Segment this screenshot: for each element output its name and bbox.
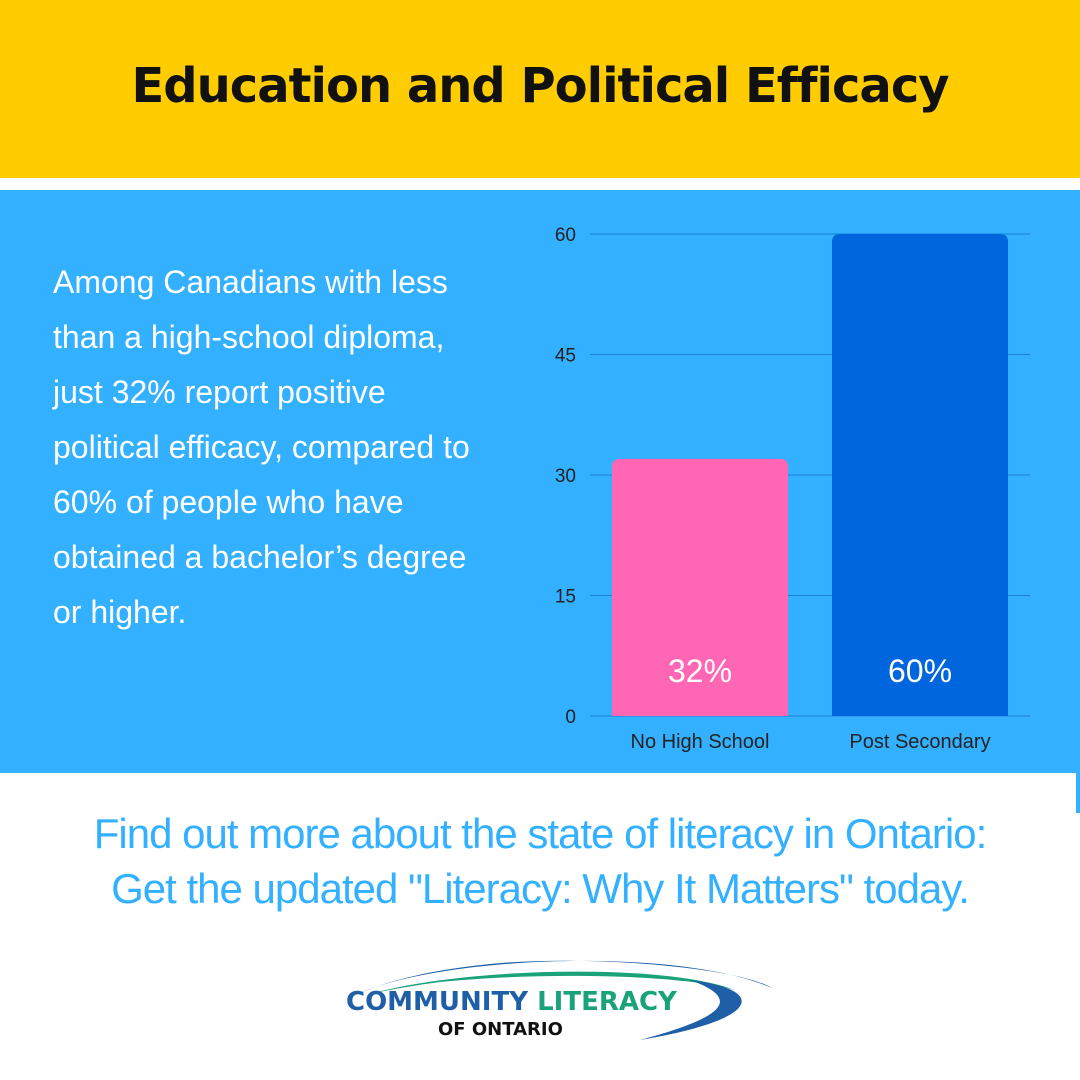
- bar-data-label: 60%: [888, 653, 952, 689]
- y-tick-label: 15: [555, 587, 576, 608]
- summary-line: or higher.: [53, 594, 187, 630]
- x-tick-label: Post Secondary: [849, 731, 990, 753]
- y-tick-label: 60: [555, 225, 576, 246]
- summary-line: obtained a bachelor’s degree: [53, 539, 467, 575]
- logo-subtitle: OF ONTARIO: [438, 1019, 563, 1040]
- cta-line-1: Find out more about the state of literac…: [93, 810, 988, 857]
- summary-line: political efficacy, compared to: [53, 429, 470, 465]
- logo-swoosh-green: [370, 971, 735, 994]
- summary-line: than a high-school diploma,: [53, 319, 445, 355]
- organization-logo: COMMUNITY LITERACY OF ONTARIO: [340, 950, 780, 1050]
- summary-line: just 32% report positive: [53, 374, 386, 410]
- logo-name: COMMUNITY LITERACY: [346, 987, 678, 1017]
- summary-text: Among Canadians with less than a high-sc…: [53, 255, 503, 640]
- summary-line: Among Canadians with less: [53, 264, 448, 300]
- call-to-action: Find out more about the state of literac…: [0, 806, 1080, 916]
- y-tick-label: 0: [565, 707, 576, 728]
- y-tick-label: 45: [555, 346, 576, 367]
- x-tick-label: No High School: [631, 731, 770, 753]
- logo-word-community: COMMUNITY: [346, 987, 537, 1017]
- logo-word-literacy: LITERACY: [537, 987, 678, 1017]
- y-tick-label: 30: [555, 466, 576, 487]
- panel-edge-accent: [1076, 773, 1080, 813]
- bar-chart-svg: 0 15 30 45 60 32% No High School 60% Post Second…: [555, 225, 1030, 753]
- summary-line: 60% of people who have: [53, 484, 404, 520]
- header-banner: Education and Political Efficacy: [0, 0, 1080, 178]
- bar-chart: 0 15 30 45 60 32% No High School 60% Post Second…: [530, 210, 1060, 770]
- logo-swoosh-arc: [640, 980, 742, 1040]
- cta-line-2: Get the updated "Literacy: Why It Matter…: [111, 865, 970, 912]
- bar: [612, 458, 788, 716]
- bar-data-label: 32%: [668, 653, 732, 689]
- logo-swoosh-icon: COMMUNITY LITERACY OF ONTARIO: [346, 960, 772, 1040]
- page-title: Education and Political Efficacy: [131, 58, 949, 114]
- bar: [832, 234, 1008, 716]
